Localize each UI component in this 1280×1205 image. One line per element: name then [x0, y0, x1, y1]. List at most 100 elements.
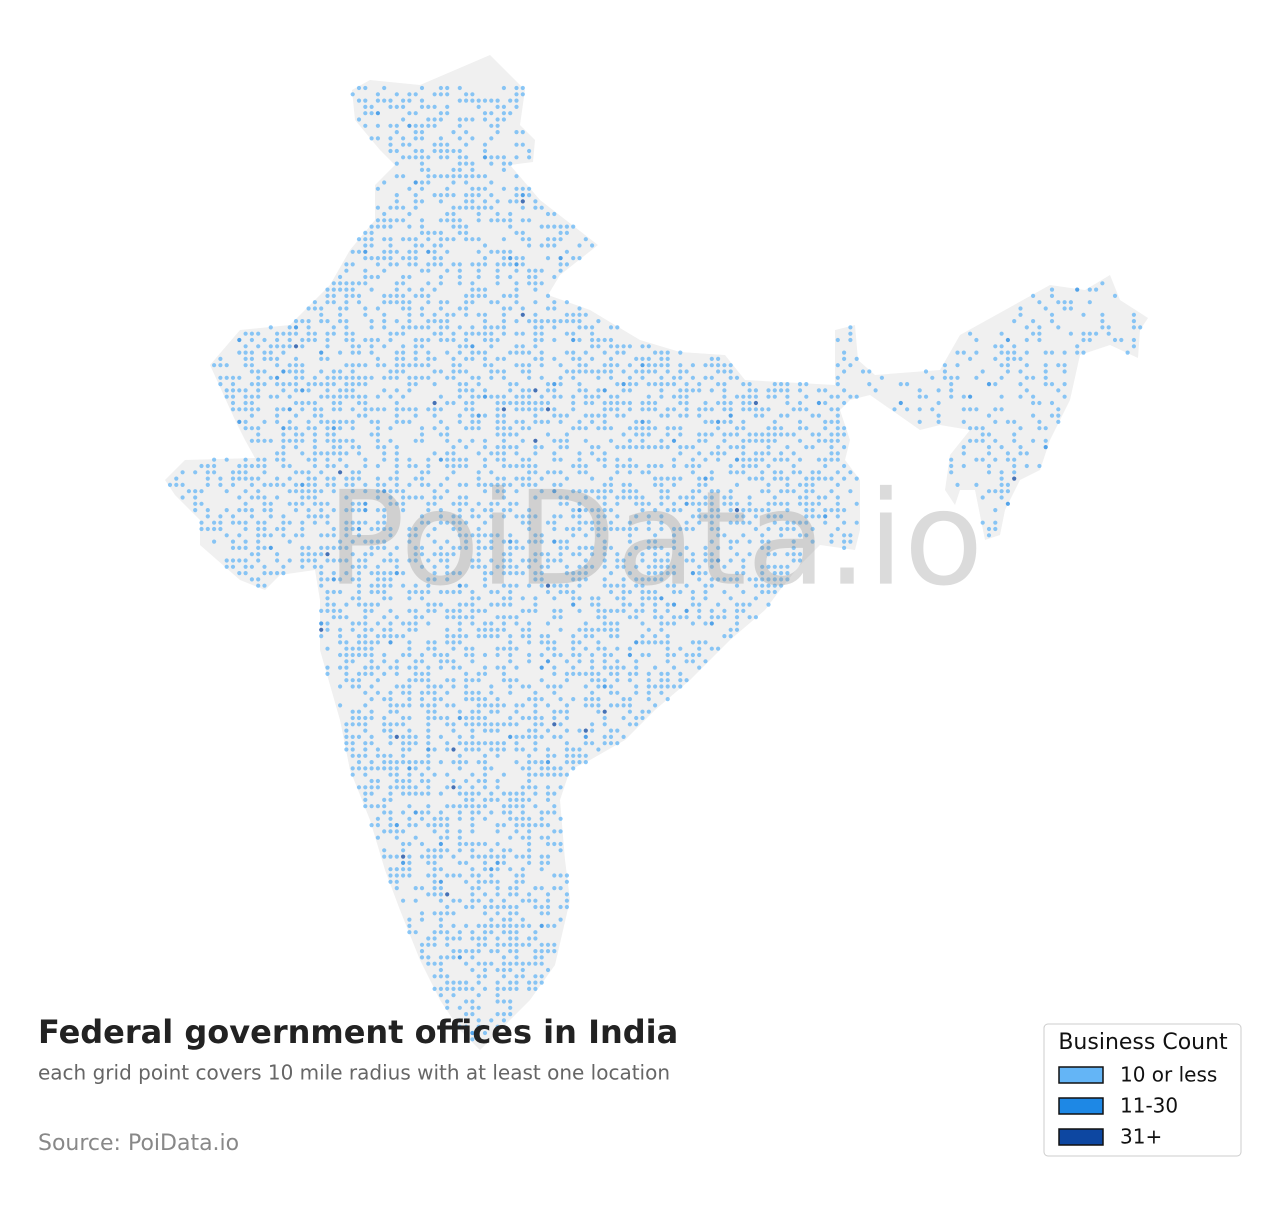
grid-point: [482, 728, 488, 733]
grid-point: [684, 615, 689, 620]
grid-point: [590, 659, 595, 664]
grid-point: [464, 344, 469, 349]
grid-point: [621, 413, 626, 418]
grid-point: [369, 230, 374, 235]
grid-point: [256, 495, 261, 500]
grid-point: [1062, 300, 1067, 305]
grid-point: [482, 111, 488, 116]
grid-point: [514, 829, 519, 834]
grid-point: [445, 747, 450, 752]
grid-point: [470, 293, 475, 298]
grid-point: [363, 363, 368, 368]
grid-point: [375, 111, 380, 116]
grid-point: [577, 463, 582, 469]
grid-point: [432, 747, 437, 752]
grid-point: [338, 281, 343, 286]
grid-point: [558, 552, 563, 557]
grid-point: [350, 747, 355, 752]
grid-point: [407, 785, 412, 790]
grid-point: [1131, 319, 1136, 324]
grid-point: [653, 596, 658, 601]
grid-point: [835, 432, 840, 437]
grid-point: [482, 760, 488, 765]
grid-point: [300, 407, 305, 412]
grid-point: [829, 457, 834, 462]
grid-point: [438, 369, 443, 374]
grid-point: [690, 589, 696, 595]
grid-point: [621, 589, 626, 595]
grid-point: [653, 615, 658, 620]
grid-point: [356, 117, 362, 122]
grid-point: [514, 230, 519, 235]
grid-point: [369, 432, 374, 437]
grid-point: [545, 823, 551, 828]
grid-point: [684, 526, 689, 532]
grid-point: [545, 703, 551, 708]
grid-point: [552, 671, 557, 677]
grid-point: [804, 482, 809, 487]
grid-point: [949, 457, 954, 462]
grid-point: [476, 879, 481, 884]
grid-point: [312, 400, 317, 406]
grid-point: [545, 583, 551, 588]
grid-point: [407, 640, 412, 645]
grid-point: [577, 627, 582, 632]
grid-point: [275, 375, 280, 380]
grid-point: [646, 596, 651, 601]
grid-point: [432, 287, 437, 292]
grid-point: [514, 646, 519, 651]
grid-point: [545, 760, 551, 765]
grid-point: [482, 293, 488, 298]
grid-point: [608, 337, 614, 343]
grid-point: [470, 608, 475, 614]
grid-point: [388, 526, 393, 532]
grid-point: [810, 445, 815, 450]
grid-point: [438, 243, 443, 248]
grid-point: [791, 470, 796, 475]
grid-point: [520, 369, 525, 374]
grid-point: [331, 445, 336, 450]
grid-point: [426, 873, 431, 878]
grid-point: [564, 224, 570, 229]
grid-point: [527, 728, 532, 733]
grid-point: [1012, 463, 1017, 469]
grid-point: [356, 394, 362, 399]
grid-point: [501, 703, 506, 708]
grid-point: [716, 514, 721, 519]
grid-point: [388, 476, 393, 481]
grid-point: [438, 835, 443, 840]
grid-point: [413, 659, 418, 664]
grid-point: [457, 520, 462, 525]
grid-point: [533, 747, 538, 752]
grid-point: [419, 325, 425, 330]
grid-point: [501, 898, 506, 903]
grid-point: [382, 249, 387, 254]
grid-point: [419, 520, 425, 525]
grid-point: [678, 432, 683, 437]
grid-point: [401, 237, 406, 242]
grid-point: [835, 337, 840, 343]
grid-point: [640, 426, 645, 431]
grid-point: [590, 344, 595, 349]
grid-point: [489, 722, 494, 727]
grid-point: [388, 123, 393, 128]
grid-point: [766, 552, 771, 557]
grid-point: [571, 552, 576, 557]
grid-point: [363, 772, 368, 777]
grid-point: [476, 104, 481, 109]
grid-point: [356, 602, 362, 607]
grid-point: [281, 445, 286, 450]
grid-point: [344, 388, 349, 393]
grid-point: [571, 533, 576, 538]
grid-point: [999, 407, 1004, 412]
grid-point: [785, 564, 790, 569]
grid-point: [489, 684, 494, 689]
grid-point: [464, 388, 469, 393]
grid-point: [791, 552, 796, 557]
grid-point: [419, 615, 425, 620]
grid-point: [438, 117, 443, 122]
grid-point: [539, 356, 544, 361]
grid-point: [394, 319, 399, 324]
grid-point: [741, 564, 746, 569]
grid-point: [407, 741, 412, 746]
